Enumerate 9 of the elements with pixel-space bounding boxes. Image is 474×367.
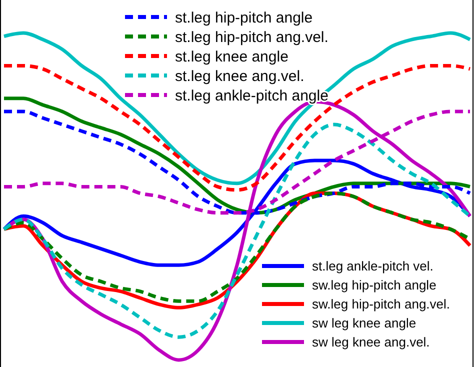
legend-label: st.leg hip-pitch angle — [175, 9, 313, 26]
legend-label: sw leg knee angle — [312, 316, 416, 331]
legend-label: sw leg knee ang.vel. — [312, 334, 430, 350]
legend-label: st.leg knee angle — [175, 48, 288, 66]
legend-label: st.leg hip-pitch ang.vel. — [175, 28, 328, 46]
legend-label: sw.leg hip-pitch ang.vel. — [312, 296, 450, 312]
legend-label: st.leg ankle-pitch vel. — [312, 258, 434, 274]
legend-label: sw.leg hip-pitch angle — [312, 278, 436, 293]
legend-label: st.leg knee ang.vel. — [175, 68, 304, 85]
